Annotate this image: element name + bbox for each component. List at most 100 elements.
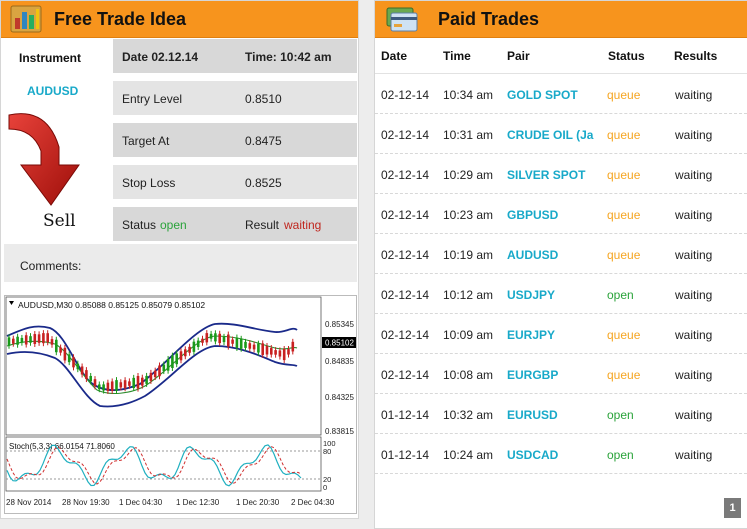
table-row[interactable]: 02-12-14 10:23 am GBPUSD queue waiting <box>375 194 747 234</box>
table-row[interactable]: 02-12-14 10:08 am EURGBP queue waiting <box>375 354 747 394</box>
chart-header: AUDUSD,M30 0.85088 0.85125 0.85079 0.851… <box>18 300 205 310</box>
row-pair[interactable]: EURJPY <box>507 328 556 342</box>
candle-body <box>63 347 67 361</box>
page-1-button[interactable]: 1 <box>724 498 741 518</box>
stoch-tick-20: 20 <box>323 475 331 484</box>
row-time: 10:12 am <box>443 288 494 302</box>
stop-row: Stop Loss 0.8525 <box>113 165 357 199</box>
status-row: Status open Result waiting <box>113 207 357 241</box>
candle-body <box>119 382 123 388</box>
x-tick-2: 28 Nov 19:30 <box>62 498 110 507</box>
candle-body <box>209 333 213 339</box>
target-value: 0.8475 <box>245 134 282 148</box>
row-time: 10:08 am <box>443 368 494 382</box>
paid-trades-header: Paid Trades <box>375 1 747 38</box>
candle-body <box>93 379 97 387</box>
x-tick-3: 1 Dec 04:30 <box>119 498 163 507</box>
row-pair[interactable]: CRUDE OIL (Ja <box>507 128 594 142</box>
candle-body <box>227 334 230 347</box>
paid-trades-panel: Paid Trades Date Time Pair Status Result… <box>374 0 747 529</box>
candle-body <box>20 337 24 343</box>
stoch-tick-80: 80 <box>323 447 331 456</box>
candle-body <box>59 347 62 353</box>
row-pair[interactable]: USDJPY <box>507 288 556 302</box>
entry-row: Entry Level 0.8510 <box>113 81 357 115</box>
comments-label: Comments: <box>20 259 82 273</box>
row-pair[interactable]: EURGBP <box>507 368 559 382</box>
candle-body <box>235 337 239 348</box>
date-time-row: Date 02.12.14 Time: 10:42 am <box>113 39 357 73</box>
credit-card-icon <box>386 7 418 32</box>
row-date: 02-12-14 <box>381 248 430 262</box>
y-tick-1: 0.85345 <box>325 320 354 329</box>
row-result: waiting <box>675 448 713 462</box>
table-row[interactable]: 02-12-14 10:09 am EURJPY queue waiting <box>375 314 747 354</box>
candle-body <box>123 380 127 389</box>
current-price: 0.85102 <box>325 339 354 348</box>
bollinger-lower <box>6 345 298 408</box>
row-time: 10:09 am <box>443 328 494 342</box>
candle-body <box>287 349 290 355</box>
row-pair[interactable]: GBPUSD <box>507 208 559 222</box>
free-trade-panel: Free Trade Idea Instrument AUDUSD Sell D… <box>0 0 359 519</box>
col-status: Status <box>608 49 645 63</box>
comments-box: Comments: <box>4 244 357 282</box>
row-date: 02-12-14 <box>381 328 430 342</box>
candle-body <box>67 354 71 363</box>
row-date: 02-12-14 <box>381 128 430 142</box>
col-results: Results <box>674 49 718 63</box>
row-date: 02-12-14 <box>381 168 430 182</box>
table-row[interactable]: 02-12-14 10:19 am AUDUSD queue waiting <box>375 234 747 274</box>
row-time: 10:31 am <box>443 128 494 142</box>
candle-body <box>85 370 88 380</box>
row-result: waiting <box>675 368 713 382</box>
x-tick-6: 2 Dec 04:30 <box>291 498 335 507</box>
candle-body <box>261 343 264 355</box>
table-row[interactable]: 01-12-14 10:24 am USDCAD open waiting <box>375 434 747 474</box>
candle-body <box>12 338 15 344</box>
candle-body <box>136 376 140 389</box>
table-row[interactable]: 01-12-14 10:32 am EURUSD open waiting <box>375 394 747 434</box>
row-status: open <box>607 408 634 422</box>
candle-body <box>42 333 45 344</box>
row-result: waiting <box>675 328 713 342</box>
table-row[interactable]: 02-12-14 10:12 am USDJPY open waiting <box>375 274 747 314</box>
candle-body <box>16 336 19 345</box>
row-time: 10:29 am <box>443 168 494 182</box>
candle-body <box>270 348 273 355</box>
candle-body <box>149 372 153 381</box>
candle-body <box>282 348 286 361</box>
price-chart: AUDUSD,M30 0.85088 0.85125 0.85079 0.851… <box>4 295 357 514</box>
row-result: waiting <box>675 128 713 142</box>
table-row[interactable]: 02-12-14 10:29 am SILVER SPOT queue waiting <box>375 154 747 194</box>
row-pair[interactable]: EURUSD <box>507 408 558 422</box>
candle-body <box>158 365 161 377</box>
candle-body <box>205 333 209 343</box>
row-result: waiting <box>675 408 713 422</box>
row-pair[interactable]: GOLD SPOT <box>507 88 578 102</box>
candle-body <box>222 336 226 343</box>
row-pair[interactable]: SILVER SPOT <box>507 168 586 182</box>
candle-body <box>201 338 204 343</box>
entry-value: 0.8510 <box>245 92 282 106</box>
candle-body <box>192 341 196 352</box>
table-row[interactable]: 02-12-14 10:31 am CRUDE OIL (Ja queue waitin… <box>375 114 747 154</box>
y-tick-3: 0.84325 <box>325 393 354 402</box>
row-result: waiting <box>675 288 713 302</box>
table-row[interactable]: 02-12-14 10:34 am GOLD SPOT queue waiting <box>375 74 747 114</box>
status-value: open <box>160 218 187 232</box>
row-date: 02-12-14 <box>381 208 430 222</box>
row-pair[interactable]: AUDUSD <box>507 248 559 262</box>
row-result: waiting <box>675 208 713 222</box>
x-tick-5: 1 Dec 20:30 <box>236 498 280 507</box>
row-pair[interactable]: USDCAD <box>507 448 559 462</box>
candle-body <box>248 343 252 349</box>
candle-body <box>274 350 277 355</box>
row-status: queue <box>607 168 641 182</box>
target-label: Target At <box>122 134 170 148</box>
row-status: queue <box>607 208 641 222</box>
instrument-label: Instrument <box>19 51 82 65</box>
candle-body <box>24 335 28 345</box>
instrument-value: AUDUSD <box>27 84 79 98</box>
row-time: 10:32 am <box>443 408 494 422</box>
